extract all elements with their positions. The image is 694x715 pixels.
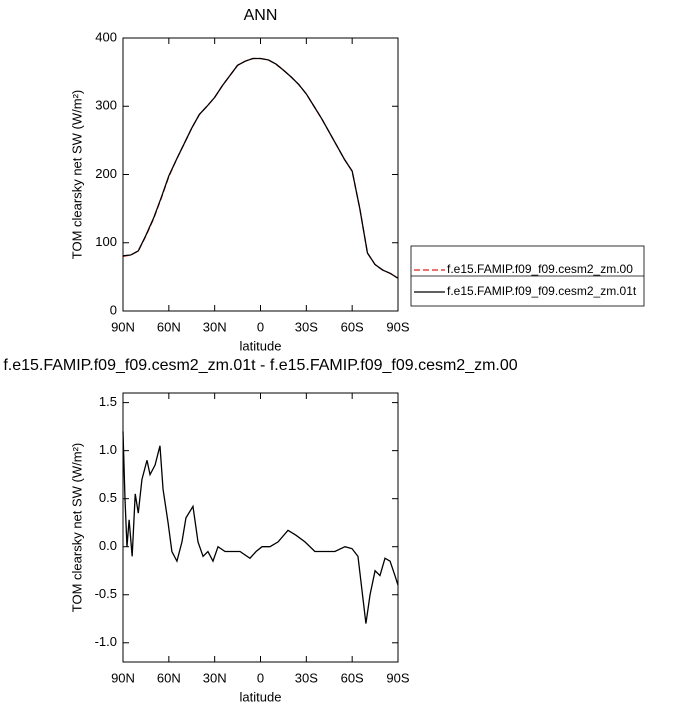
x-tick-label: 60N [157,319,181,334]
chart-title: f.e15.FAMIP.f09_f09.cesm2_zm.01t - f.e15… [3,357,517,374]
x-tick-label: 90S [386,319,409,334]
y-tick-label: -1.0 [95,634,117,649]
x-tick-label: 90N [111,670,135,685]
x-tick-label: 30N [203,319,227,334]
x-axis-label: latitude [240,689,282,704]
x-tick-label: 30S [295,670,318,685]
y-tick-label: 1.5 [99,394,117,409]
x-tick-label: 60S [341,319,364,334]
chart-title: ANN [244,7,278,24]
legend-label: f.e15.FAMIP.f09_f09.cesm2_zm.00 [447,262,633,276]
plot-frame [122,37,399,312]
y-tick-label: 0 [110,302,117,317]
x-tick-label: 60N [157,670,181,685]
y-tick-label: -0.5 [95,586,117,601]
x-tick-label: 30S [295,319,318,334]
legend-label: f.e15.FAMIP.f09_f09.cesm2_zm.01t [447,284,637,298]
y-axis-label: TOM clearsky net SW (W/m²) [69,443,84,612]
x-tick-label: 0 [257,670,264,685]
plot-frame [122,392,399,663]
x-axis-label: latitude [240,338,282,353]
y-tick-label: 100 [95,234,117,249]
y-tick-label: 0.5 [99,490,117,505]
series-line [122,431,399,624]
x-tick-label: 90S [386,670,409,685]
x-tick-label: 30N [203,670,227,685]
x-tick-label: 0 [257,319,264,334]
y-axis-label: TOM clearsky net SW (W/m²) [69,90,84,259]
y-tick-label: 400 [95,29,117,44]
y-tick-label: 200 [95,166,117,181]
series-line [122,57,399,279]
y-tick-label: 300 [95,98,117,113]
x-tick-label: 90N [111,319,135,334]
series-line [122,57,399,279]
x-tick-label: 60S [341,670,364,685]
y-tick-label: 1.0 [99,442,117,457]
y-tick-label: 0.0 [99,538,117,553]
